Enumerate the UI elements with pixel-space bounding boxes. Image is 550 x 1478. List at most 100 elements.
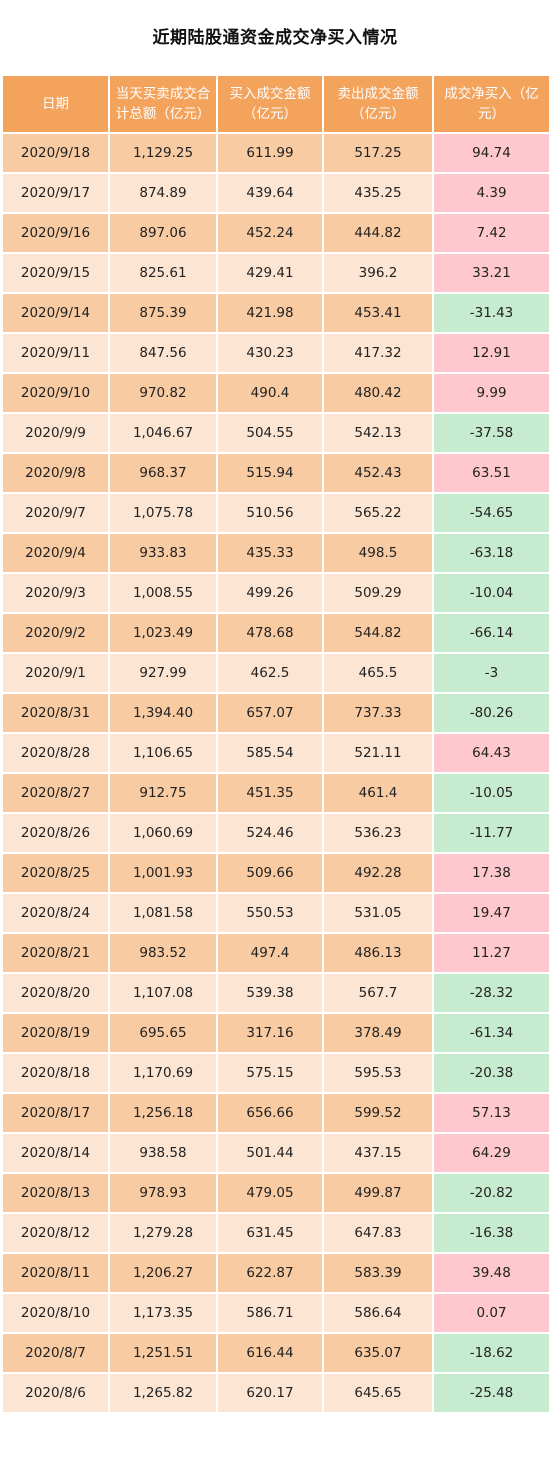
cell-date: 2020/8/11 — [1, 1252, 110, 1294]
cell-date: 2020/9/9 — [1, 412, 110, 454]
cell-net: 11.27 — [432, 932, 550, 974]
cell-net: -11.77 — [432, 812, 550, 854]
cell-total: 825.61 — [108, 252, 218, 294]
cell-total: 1,107.08 — [108, 972, 218, 1014]
cell-buy: 509.66 — [216, 852, 324, 894]
cell-net: 94.74 — [432, 132, 550, 174]
cell-date: 2020/8/6 — [1, 1372, 110, 1414]
cell-buy: 421.98 — [216, 292, 324, 334]
cell-total: 1,106.65 — [108, 732, 218, 774]
cell-net: -10.04 — [432, 572, 550, 614]
cell-net: 57.13 — [432, 1092, 550, 1134]
cell-net: 64.43 — [432, 732, 550, 774]
table-row: 2020/9/11 847.56 430.23 417.32 12.91 — [1, 332, 550, 374]
cell-sell: 437.15 — [322, 1132, 434, 1174]
table-row: 2020/8/17 1,256.18 656.66 599.52 57.13 — [1, 1092, 550, 1134]
cell-sell: 444.82 — [322, 212, 434, 254]
table-row: 2020/9/2 1,023.49 478.68 544.82 -66.14 — [1, 612, 550, 654]
cell-total: 912.75 — [108, 772, 218, 814]
table-row: 2020/9/18 1,129.25 611.99 517.25 94.74 — [1, 132, 550, 174]
cell-buy: 504.55 — [216, 412, 324, 454]
table-row: 2020/9/17 874.89 439.64 435.25 4.39 — [1, 172, 550, 214]
cell-net: 9.99 — [432, 372, 550, 414]
cell-buy: 497.4 — [216, 932, 324, 974]
cell-net: -31.43 — [432, 292, 550, 334]
cell-date: 2020/8/24 — [1, 892, 110, 934]
cell-net: -28.32 — [432, 972, 550, 1014]
cell-total: 1,081.58 — [108, 892, 218, 934]
cell-total: 695.65 — [108, 1012, 218, 1054]
cell-sell: 544.82 — [322, 612, 434, 654]
cell-sell: 647.83 — [322, 1212, 434, 1254]
table-row: 2020/9/9 1,046.67 504.55 542.13 -37.58 — [1, 412, 550, 454]
cell-buy: 499.26 — [216, 572, 324, 614]
cell-sell: 461.4 — [322, 772, 434, 814]
cell-sell: 396.2 — [322, 252, 434, 294]
table-row: 2020/9/1 927.99 462.5 465.5 -3 — [1, 652, 550, 694]
cell-total: 1,075.78 — [108, 492, 218, 534]
cell-total: 1,023.49 — [108, 612, 218, 654]
cell-total: 875.39 — [108, 292, 218, 334]
cell-sell: 417.32 — [322, 332, 434, 374]
table-row: 2020/8/10 1,173.35 586.71 586.64 0.07 — [1, 1292, 550, 1334]
table-row: 2020/8/27 912.75 451.35 461.4 -10.05 — [1, 772, 550, 814]
net-buy-table: 日期 当天买卖成交合计总额（亿元） 买入成交金额（亿元） 卖出成交金额（亿元） … — [1, 74, 550, 1414]
cell-buy: 585.54 — [216, 732, 324, 774]
cell-date: 2020/9/7 — [1, 492, 110, 534]
cell-date: 2020/8/25 — [1, 852, 110, 894]
cell-buy: 539.38 — [216, 972, 324, 1014]
cell-net: 17.38 — [432, 852, 550, 894]
cell-date: 2020/9/4 — [1, 532, 110, 574]
cell-buy: 439.64 — [216, 172, 324, 214]
table-row: 2020/8/13 978.93 479.05 499.87 -20.82 — [1, 1172, 550, 1214]
cell-date: 2020/8/10 — [1, 1292, 110, 1334]
cell-total: 1,256.18 — [108, 1092, 218, 1134]
cell-buy: 435.33 — [216, 532, 324, 574]
cell-net: -10.05 — [432, 772, 550, 814]
table-body: 2020/9/18 1,129.25 611.99 517.25 94.74 2020/9… — [1, 132, 550, 1414]
table-row: 2020/8/28 1,106.65 585.54 521.11 64.43 — [1, 732, 550, 774]
cell-sell: 586.64 — [322, 1292, 434, 1334]
cell-total: 1,060.69 — [108, 812, 218, 854]
cell-date: 2020/9/11 — [1, 332, 110, 374]
cell-net: -20.38 — [432, 1052, 550, 1094]
cell-date: 2020/8/31 — [1, 692, 110, 734]
cell-buy: 479.05 — [216, 1172, 324, 1214]
cell-net: 7.42 — [432, 212, 550, 254]
cell-sell: 480.42 — [322, 372, 434, 414]
cell-total: 1,279.28 — [108, 1212, 218, 1254]
cell-net: -37.58 — [432, 412, 550, 454]
cell-net: 12.91 — [432, 332, 550, 374]
cell-buy: 616.44 — [216, 1332, 324, 1374]
header-buy: 买入成交金额（亿元） — [216, 74, 324, 134]
table-row: 2020/9/16 897.06 452.24 444.82 7.42 — [1, 212, 550, 254]
cell-net: -20.82 — [432, 1172, 550, 1214]
cell-net: 39.48 — [432, 1252, 550, 1294]
cell-total: 933.83 — [108, 532, 218, 574]
cell-date: 2020/8/27 — [1, 772, 110, 814]
table-row: 2020/9/4 933.83 435.33 498.5 -63.18 — [1, 532, 550, 574]
cell-total: 1,170.69 — [108, 1052, 218, 1094]
cell-sell: 567.7 — [322, 972, 434, 1014]
cell-date: 2020/8/19 — [1, 1012, 110, 1054]
cell-date: 2020/8/17 — [1, 1092, 110, 1134]
cell-date: 2020/8/20 — [1, 972, 110, 1014]
cell-sell: 509.29 — [322, 572, 434, 614]
table-row: 2020/9/8 968.37 515.94 452.43 63.51 — [1, 452, 550, 494]
cell-sell: 635.07 — [322, 1332, 434, 1374]
cell-buy: 501.44 — [216, 1132, 324, 1174]
cell-buy: 317.16 — [216, 1012, 324, 1054]
table-row: 2020/8/31 1,394.40 657.07 737.33 -80.26 — [1, 692, 550, 734]
cell-total: 970.82 — [108, 372, 218, 414]
cell-sell: 453.41 — [322, 292, 434, 334]
cell-date: 2020/9/15 — [1, 252, 110, 294]
table-row: 2020/9/3 1,008.55 499.26 509.29 -10.04 — [1, 572, 550, 614]
cell-total: 1,265.82 — [108, 1372, 218, 1414]
cell-buy: 656.66 — [216, 1092, 324, 1134]
cell-buy: 490.4 — [216, 372, 324, 414]
cell-buy: 429.41 — [216, 252, 324, 294]
cell-sell: 492.28 — [322, 852, 434, 894]
cell-total: 1,046.67 — [108, 412, 218, 454]
header-net: 成交净买入（亿元） — [432, 74, 550, 134]
table-row: 2020/8/14 938.58 501.44 437.15 64.29 — [1, 1132, 550, 1174]
